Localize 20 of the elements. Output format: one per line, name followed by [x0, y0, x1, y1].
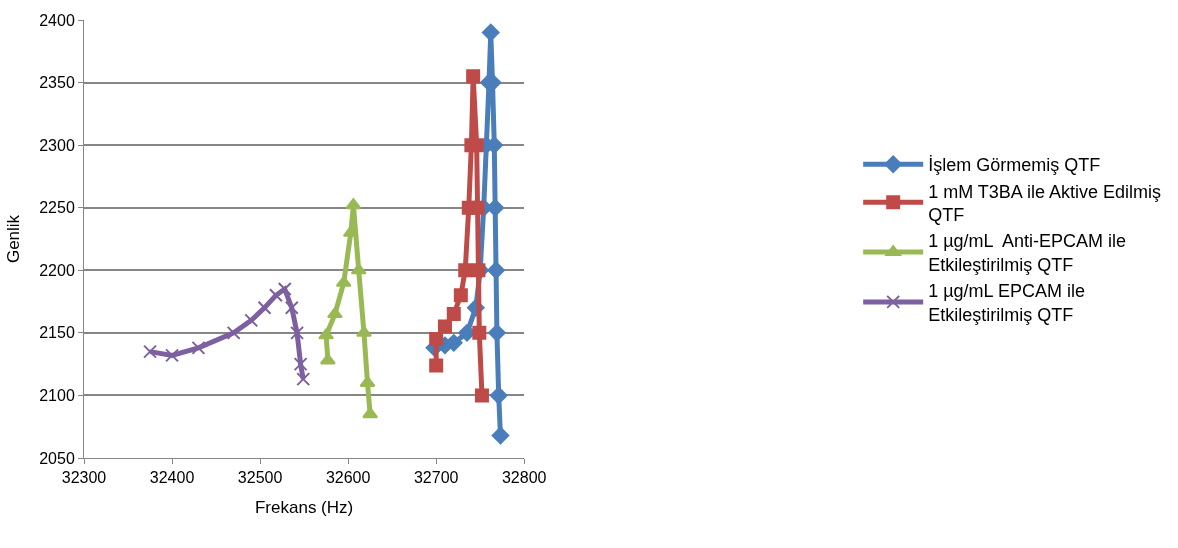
- y-tick-label: 2300: [39, 136, 75, 154]
- x-tick-label: 32800: [501, 469, 547, 487]
- y-tick-label: 2350: [39, 74, 75, 92]
- y-tick-label: 2150: [39, 324, 75, 342]
- legend-label: 1 µg/mL Anti-EPCAM ile Etkileştirilmiş QTF: [928, 231, 1126, 275]
- x-tick-label: 32600: [325, 469, 371, 487]
- y-tick-label: 2250: [39, 199, 75, 217]
- legend-label: 1 mM T3BA ile Aktive Edilmiş QTF: [928, 181, 1161, 226]
- y-tick-label: 2400: [39, 11, 75, 29]
- x-tick-label: 32500: [237, 469, 283, 487]
- x-tick-label: 32300: [61, 469, 107, 487]
- y-axis-title: Genlik: [3, 214, 23, 264]
- x-tick-label: 32400: [149, 469, 195, 487]
- x-tick-label: 32700: [413, 469, 459, 487]
- legend-label: İşlem Görmemiş QTF: [928, 155, 1101, 176]
- legend-label: 1 µg/mL EPCAM ile Etkileştirilmiş QTF: [928, 281, 1085, 325]
- x-axis-title: Frekans (Hz): [254, 497, 354, 517]
- y-tick-label: 2200: [39, 261, 75, 279]
- y-tick-label: 2100: [39, 387, 75, 405]
- y-tick-label: 2050: [39, 449, 75, 467]
